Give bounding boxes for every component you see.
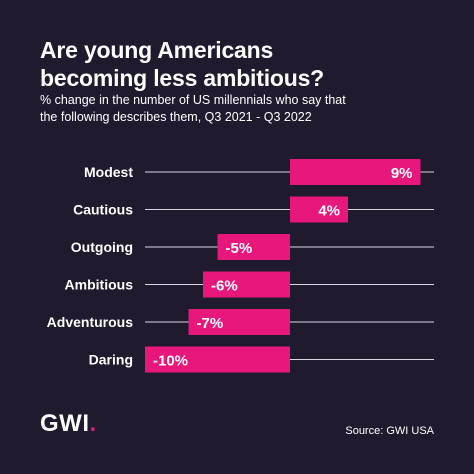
data-label-outgoing: -5%	[226, 240, 253, 257]
category-label-daring: Daring	[89, 352, 133, 368]
category-label-modest: Modest	[84, 164, 133, 180]
bar-cautious	[290, 196, 348, 223]
chart-title: Are young Americans becoming less ambiti…	[40, 36, 440, 92]
chart-title-line-2: becoming less ambitious?	[40, 65, 325, 91]
chart-subtitle-line-1: % change in the number of US millennials…	[40, 93, 346, 107]
gwi-logo: GWI.	[40, 410, 97, 438]
bar-modest	[290, 159, 421, 185]
bar-adventurous	[188, 309, 290, 335]
bar-outgoing	[217, 234, 290, 260]
category-label-cautious: Cautious	[73, 202, 133, 218]
logo-dot: .	[89, 410, 97, 437]
data-label-daring: -10%	[153, 353, 188, 370]
category-label-outgoing: Outgoing	[71, 239, 133, 255]
data-label-ambitious: -6%	[211, 278, 238, 295]
logo-text: GWI	[40, 410, 90, 437]
source-note: Source: GWI USA	[345, 425, 434, 437]
chart-subtitle: % change in the number of US millennials…	[40, 92, 450, 126]
chart-subtitle-line-2: the following describes them, Q3 2021 - …	[40, 110, 312, 124]
category-label-ambitious: Ambitious	[65, 277, 134, 293]
chart-title-line-1: Are young Americans	[40, 37, 274, 63]
bar-ambitious	[203, 271, 290, 298]
data-label-cautious: 4%	[318, 203, 340, 220]
category-label-adventurous: Adventurous	[47, 314, 134, 330]
bar-daring	[145, 346, 290, 373]
data-label-adventurous: -7%	[197, 315, 224, 332]
data-label-modest: 9%	[391, 165, 413, 182]
